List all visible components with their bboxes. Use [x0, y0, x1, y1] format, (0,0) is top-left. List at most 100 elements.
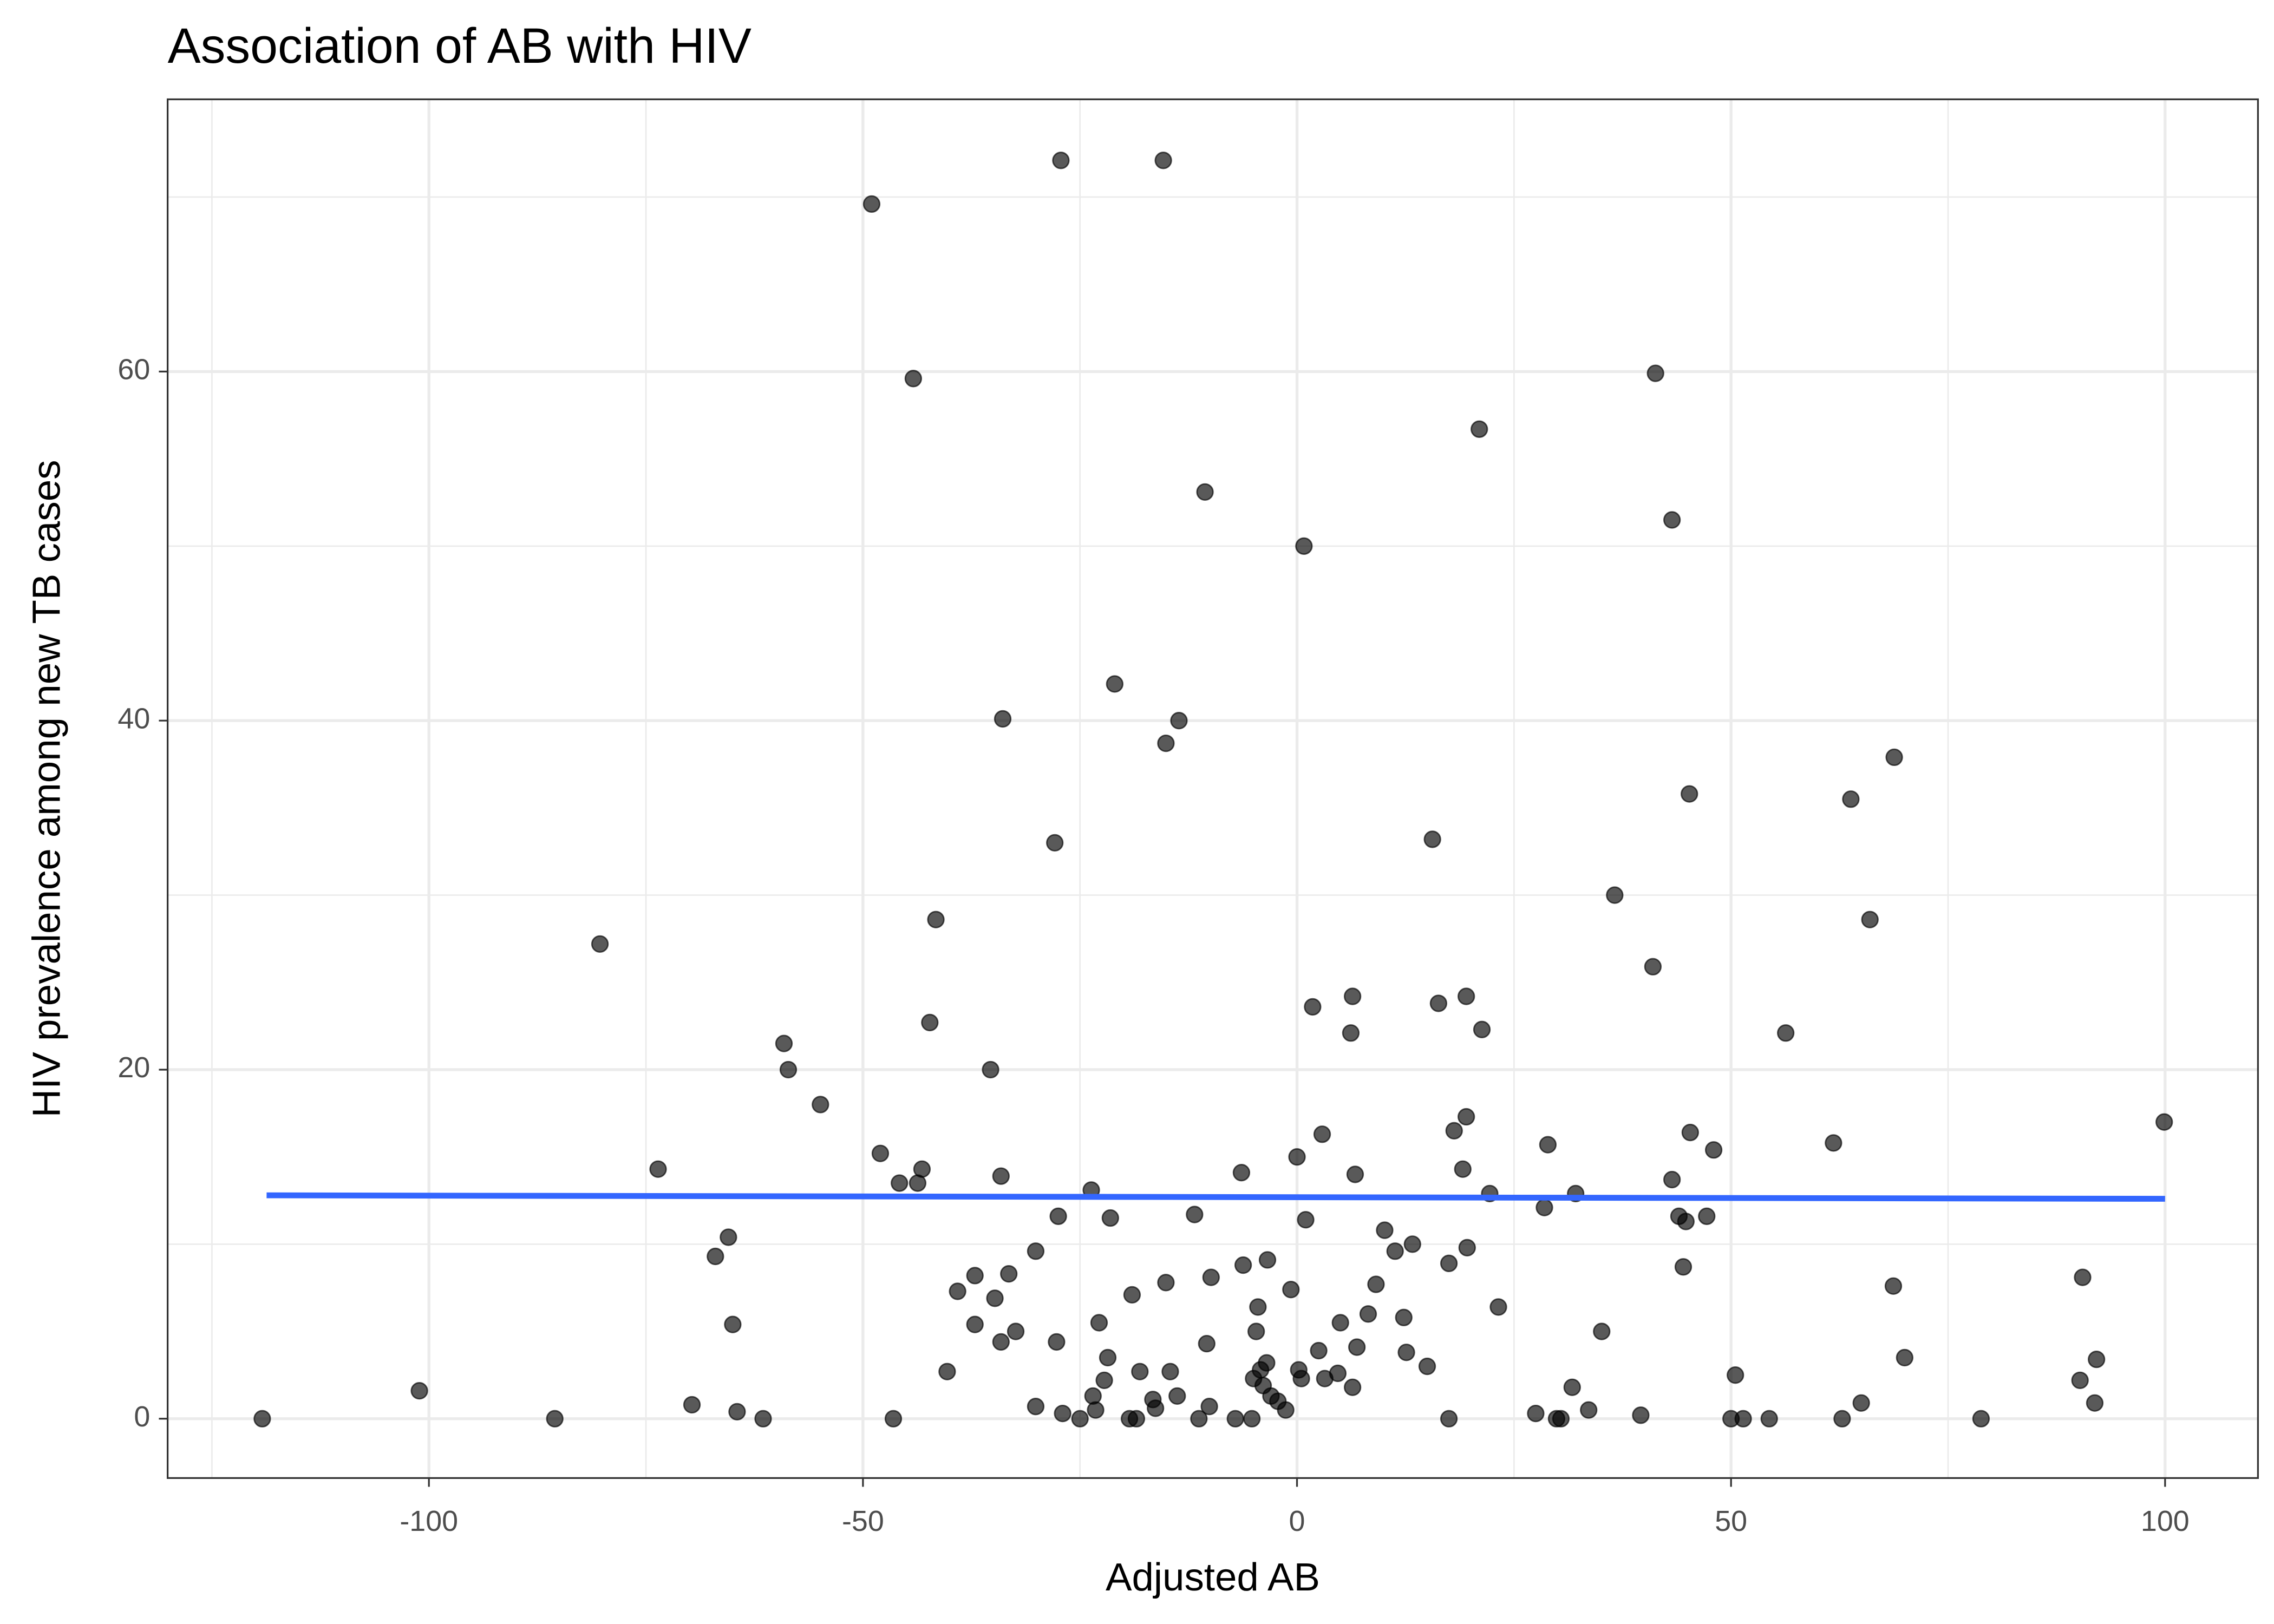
x-tick-label: -100 [400, 1505, 458, 1537]
point [862, 195, 881, 213]
point [1168, 1387, 1186, 1405]
chart-title: Association of AB with HIV [168, 18, 752, 74]
point [1397, 1344, 1415, 1361]
point [1852, 1394, 1870, 1412]
point [2088, 1351, 2106, 1368]
point [1489, 1298, 1507, 1316]
y-tick-label: 0 [134, 1400, 150, 1433]
point [1200, 1398, 1218, 1416]
point [986, 1289, 1004, 1307]
point [775, 1034, 793, 1052]
point [1896, 1348, 1913, 1367]
point [1423, 830, 1441, 848]
point [1348, 1338, 1366, 1356]
point [904, 370, 923, 388]
point [1343, 1378, 1362, 1396]
point [1606, 886, 1624, 904]
point [1367, 1275, 1385, 1293]
point [1440, 1410, 1458, 1427]
point [1101, 1209, 1119, 1227]
point [1440, 1254, 1458, 1272]
point [1760, 1410, 1778, 1427]
point [1727, 1366, 1744, 1384]
point [1535, 1199, 1553, 1216]
point [982, 1060, 999, 1079]
point [1342, 1024, 1360, 1042]
point [1458, 1239, 1476, 1256]
point [1445, 1122, 1463, 1140]
point [1885, 748, 1903, 767]
point [1154, 152, 1172, 169]
point [1087, 1401, 1105, 1419]
point [1331, 1314, 1349, 1332]
x-tick-label: 0 [1289, 1505, 1305, 1537]
point [1681, 1123, 1699, 1142]
point [2071, 1371, 2089, 1389]
point [1884, 1277, 1903, 1295]
point [1202, 1268, 1220, 1286]
point [1681, 785, 1698, 803]
point [1052, 152, 1070, 169]
point [966, 1315, 984, 1333]
point [1329, 1364, 1347, 1383]
point [591, 935, 609, 953]
point [891, 1174, 909, 1192]
point [1258, 1354, 1276, 1372]
point [2155, 1113, 2173, 1131]
point [1471, 420, 1488, 438]
point [724, 1315, 742, 1333]
point [1186, 1206, 1204, 1223]
point [1161, 1363, 1179, 1380]
point [1403, 1235, 1421, 1253]
point [253, 1410, 271, 1427]
point [1027, 1398, 1045, 1416]
point [683, 1396, 701, 1414]
point [1359, 1305, 1377, 1323]
marks [253, 152, 2173, 1427]
point [1304, 998, 1322, 1016]
point [1663, 511, 1681, 529]
panel-border [167, 98, 2259, 1479]
point [1095, 1371, 1113, 1389]
point [1861, 911, 1879, 928]
point [1580, 1401, 1598, 1419]
point [1247, 1322, 1265, 1340]
point [1644, 958, 1662, 975]
point [2074, 1268, 2092, 1286]
x-tick-label: 100 [2141, 1505, 2190, 1537]
point [1295, 537, 1313, 555]
point [1046, 834, 1064, 852]
point [1646, 364, 1664, 382]
point [1198, 1334, 1216, 1353]
point [1157, 1274, 1175, 1292]
point [2086, 1394, 2104, 1412]
point [1473, 1020, 1491, 1038]
point [1282, 1281, 1300, 1299]
point [546, 1410, 564, 1427]
point [1343, 987, 1362, 1005]
point [728, 1403, 746, 1421]
point [1243, 1410, 1261, 1427]
point [1376, 1221, 1394, 1239]
point [1346, 1165, 1364, 1183]
point [1292, 1370, 1310, 1387]
point [720, 1228, 737, 1246]
point [1674, 1258, 1693, 1276]
grid [167, 99, 2258, 1478]
point [884, 1410, 903, 1427]
point [1170, 712, 1188, 730]
fit-line [266, 1192, 2165, 1202]
point [992, 1167, 1010, 1185]
point [1106, 675, 1123, 693]
point [1049, 1207, 1067, 1225]
point [1563, 1378, 1581, 1396]
point [1226, 1410, 1244, 1427]
x-axis-title: Adjusted AB [1106, 1555, 1320, 1599]
point [1099, 1348, 1117, 1367]
point [1539, 1136, 1557, 1154]
point [1632, 1406, 1650, 1424]
point [1027, 1242, 1045, 1260]
point [1777, 1024, 1795, 1042]
point [1054, 1404, 1071, 1423]
